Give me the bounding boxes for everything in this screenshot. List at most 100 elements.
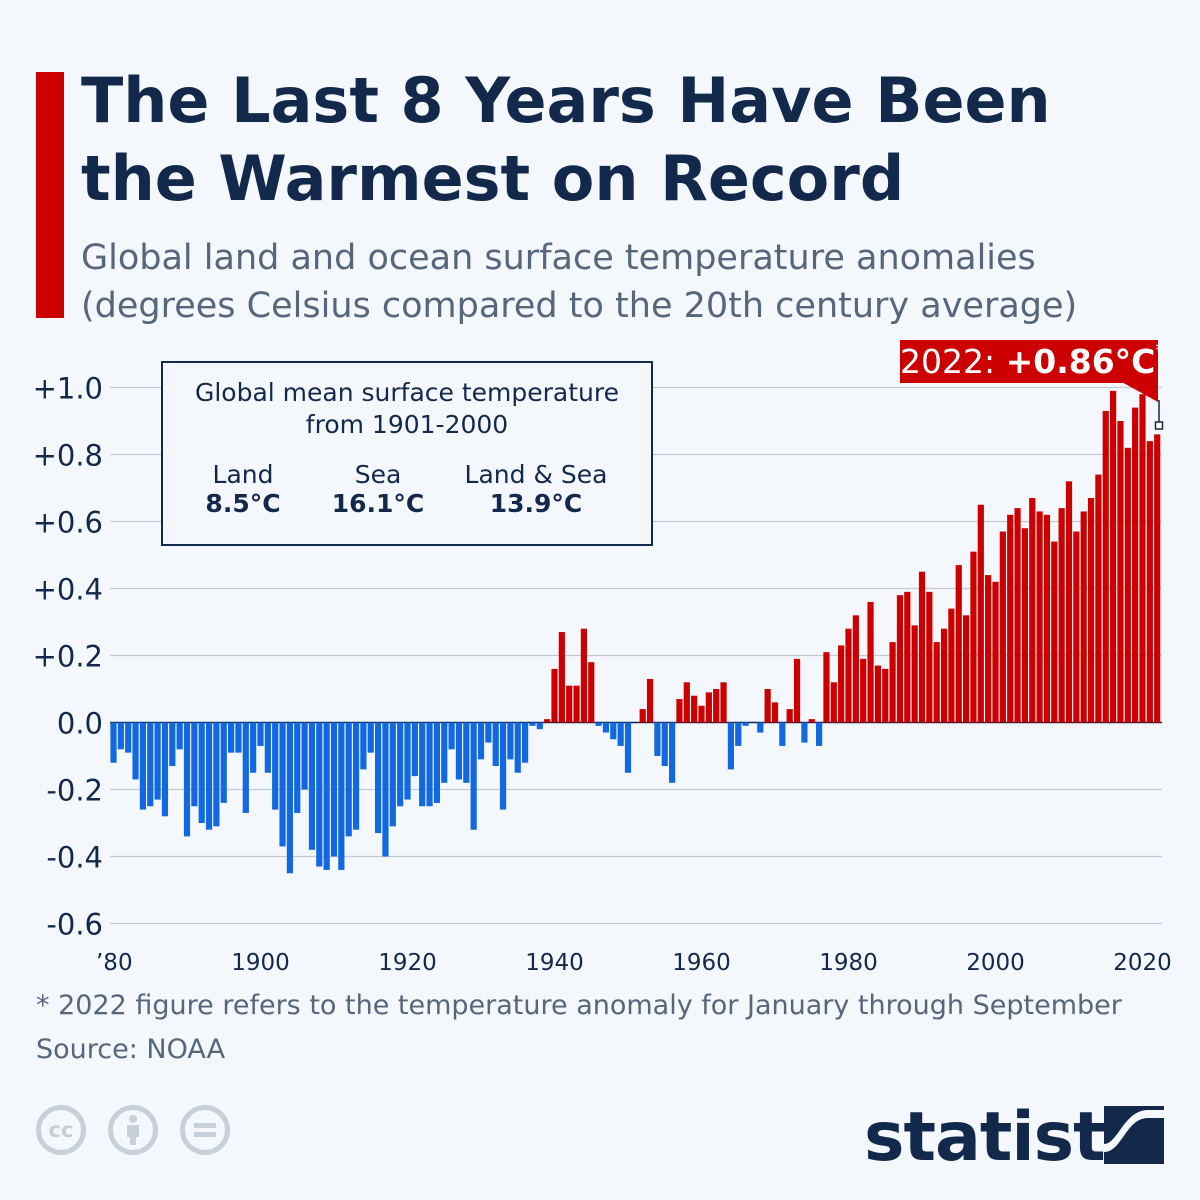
bar-2012 — [1080, 511, 1087, 723]
bar-1956 — [669, 722, 676, 783]
no-derivatives-icon[interactable] — [180, 1105, 230, 1155]
y-tick-label: +0.4 — [33, 573, 103, 607]
statista-logo[interactable]: statista — [864, 1098, 1164, 1177]
bar-1925 — [441, 722, 448, 783]
bar-1934 — [507, 722, 514, 760]
x-tick-label: 1940 — [525, 950, 584, 976]
reference-heading: Global mean surface temperature from 190… — [163, 377, 651, 441]
bar-2019 — [1132, 407, 1139, 723]
bar-1885 — [147, 722, 154, 807]
bar-1954 — [654, 722, 661, 756]
bar-1901 — [264, 722, 271, 773]
reference-temperature-box: Global mean surface temperature from 190… — [161, 361, 653, 546]
bar-2018 — [1124, 447, 1131, 723]
bar-1892 — [198, 722, 205, 823]
bar-1921 — [411, 722, 418, 777]
bar-1882 — [125, 722, 132, 753]
bar-1958 — [683, 682, 690, 723]
bar-1907 — [308, 722, 316, 850]
attribution-icon[interactable] — [108, 1105, 158, 1155]
bar-1977 — [823, 652, 830, 723]
bar-2010 — [1065, 481, 1073, 723]
bar-1961 — [705, 692, 712, 723]
bar-1893 — [205, 722, 213, 830]
reference-label: Land — [212, 460, 274, 489]
bar-1937 — [529, 722, 536, 726]
source: Source: NOAA — [36, 1034, 226, 1065]
bar-1916 — [375, 722, 382, 834]
bar-1904 — [286, 722, 293, 874]
bar-1971 — [779, 722, 786, 746]
x-tick-label: 2020 — [1113, 950, 1172, 976]
bar-1897 — [235, 722, 242, 753]
bar-1919 — [397, 722, 404, 807]
reference-value: 16.1°C — [331, 489, 425, 518]
bar-1899 — [250, 722, 257, 773]
bar-1983 — [867, 601, 874, 723]
bar-1944 — [580, 628, 587, 723]
bar-1900 — [257, 722, 264, 746]
bar-1959 — [691, 695, 698, 723]
bar-1953 — [646, 678, 654, 723]
bar-1931 — [485, 722, 492, 743]
y-tick-label: -0.2 — [46, 774, 103, 808]
bar-2003 — [1014, 508, 1021, 723]
bar-1941 — [558, 632, 565, 723]
bar-1890 — [183, 722, 191, 837]
bar-1978 — [830, 682, 837, 723]
bar-2013 — [1087, 498, 1095, 723]
bar-1918 — [389, 722, 396, 827]
bar-1933 — [499, 722, 507, 810]
bar-1996 — [963, 615, 970, 723]
bar-1948 — [610, 722, 617, 740]
bar-1973 — [793, 658, 801, 723]
y-tick-label: +1.0 — [33, 372, 103, 406]
bar-1920 — [404, 722, 411, 800]
bar-1986 — [889, 642, 896, 723]
y-tick-label: +0.8 — [33, 439, 103, 473]
reference-label: Land & Sea — [464, 460, 608, 489]
bar-1968 — [757, 722, 764, 733]
bar-1964 — [727, 722, 734, 770]
bar-1881 — [117, 722, 124, 750]
bar-1998 — [977, 504, 984, 723]
bar-1992 — [933, 642, 940, 723]
bar-1936 — [522, 722, 529, 763]
bar-2005 — [1029, 498, 1036, 723]
bar-1979 — [838, 645, 845, 723]
bar-1994 — [948, 608, 955, 723]
bar-1938 — [536, 722, 543, 730]
bar-1949 — [617, 722, 624, 746]
bar-1972 — [786, 709, 793, 723]
page-title: The Last 8 Years Have Been the Warmest o… — [81, 62, 1051, 218]
bar-1911 — [338, 722, 345, 870]
title-line-2: the Warmest on Record — [81, 142, 905, 215]
bar-1947 — [602, 722, 610, 733]
reference-label: Sea — [354, 460, 402, 489]
cc-icon[interactable]: cc — [36, 1105, 86, 1155]
bar-2020 — [1139, 394, 1146, 723]
bar-1991 — [926, 591, 933, 723]
bar-1927 — [455, 722, 463, 780]
x-tick-label: 1960 — [672, 950, 731, 976]
bar-2008 — [1051, 541, 1058, 723]
bar-2016 — [1110, 390, 1117, 723]
bar-1950 — [624, 722, 632, 773]
bar-1943 — [573, 685, 580, 723]
logo-wordmark: statista — [864, 1098, 1151, 1177]
reference-value: 13.9°C — [489, 489, 583, 518]
bar-1912 — [345, 722, 352, 837]
bar-1886 — [154, 722, 161, 800]
bar-1906 — [301, 722, 308, 790]
bar-1895 — [220, 722, 227, 803]
bar-1888 — [169, 722, 176, 767]
bar-1884 — [139, 722, 146, 810]
bar-1935 — [514, 722, 521, 773]
bar-1894 — [213, 722, 220, 827]
bar-1987 — [896, 595, 904, 723]
bar-1970 — [771, 702, 779, 723]
bar-1908 — [316, 722, 323, 867]
bar-1989 — [911, 625, 918, 723]
callout-pointer — [1118, 380, 1158, 402]
bar-2022 — [1154, 434, 1161, 723]
